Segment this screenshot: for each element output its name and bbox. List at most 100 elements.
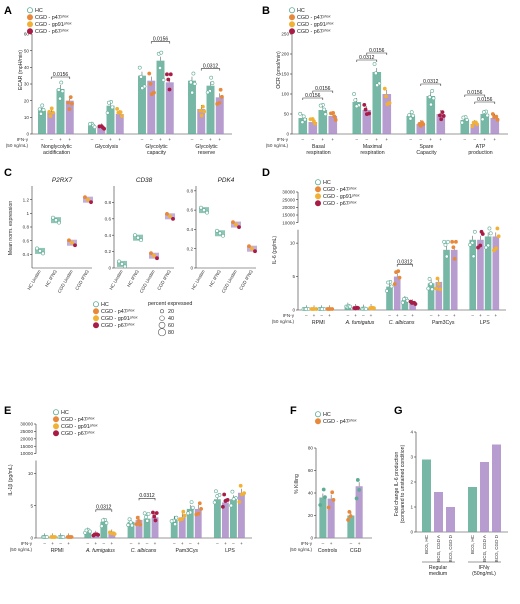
panel-A-dot <box>202 109 207 114</box>
panel-F-y-tick-label: 80 <box>308 446 314 451</box>
panel-B-dot <box>329 111 333 116</box>
panel-G-group-label-0: Regular <box>429 565 447 571</box>
panel-D-y-tick-label: 15000 <box>282 213 295 218</box>
panel-B-dot <box>352 92 356 96</box>
panel-D-dot <box>428 282 433 286</box>
panel-B-annot-5-bracket <box>464 94 486 97</box>
panel-E-stim-sign: – <box>189 541 192 546</box>
panel-A-group-label-0: Nonglycolytic <box>41 144 72 150</box>
panel-E-stim-sign: + <box>197 541 200 546</box>
panel-C-2-y-tick-label: 0.6 <box>187 208 194 213</box>
panel-B-annot-5-pvalue: 0.0156 <box>467 90 483 96</box>
panel-B-group-label-3: ATP <box>476 144 486 150</box>
panel-A-bar-0-2 <box>56 89 65 134</box>
panel-B-dot <box>364 112 369 117</box>
panel-A-dot <box>218 87 223 92</box>
panel-D-group-label-3: Pam3Cys <box>432 320 455 326</box>
panel-E-label: E <box>4 405 11 417</box>
panel-B-dot <box>384 94 388 99</box>
panel-A-annot-0-bracket <box>50 76 71 79</box>
panel-B-dot <box>318 103 323 108</box>
panel-C-1-dot <box>133 233 137 238</box>
panel-F-y-label: % Killing <box>294 474 300 494</box>
panel-A-stim-label: IFN-γ <box>17 137 29 142</box>
panel-A-dot <box>116 110 121 115</box>
panel-B-dot <box>375 83 379 88</box>
panel-E-dot <box>221 504 225 509</box>
panel-D-annot-0-bracket <box>396 264 413 267</box>
panel-E-stim-sign: + <box>224 541 227 546</box>
panel-D-bar-2-1 <box>393 276 401 310</box>
legend-label-p67: CGD - p67phox <box>323 200 357 207</box>
panel-C-size-legend-label: 60 <box>168 323 174 329</box>
panel-B-label: B <box>262 5 270 17</box>
panel-C-size-legend-marker <box>159 315 165 321</box>
panel-F-dot <box>321 487 326 492</box>
panel-A-group-label-3: Glycolytic <box>195 144 218 150</box>
panel-A-stim-sign: + <box>218 137 221 142</box>
panel-B-y-tick-label: 200 <box>281 52 289 57</box>
panel-C-0-dot <box>51 215 55 220</box>
panel-B-stim-sign: + <box>439 137 442 142</box>
panel-E-dot <box>137 519 141 524</box>
panel-G-bar-1-1 <box>480 462 489 532</box>
legend-label-hc: HC <box>323 180 331 186</box>
panel-C-1-dot <box>168 214 172 219</box>
panel-A-dot <box>140 86 145 90</box>
panel-E-dot <box>177 517 182 522</box>
panel-B-bar-3-3 <box>490 118 500 134</box>
legend-label-p67: CGD - p67phox <box>61 430 95 437</box>
panel-A-bar-1-0 <box>88 125 96 134</box>
panel-B-dot <box>460 120 465 125</box>
panel-D-bar-2-0 <box>386 286 393 310</box>
panel-B-dot <box>362 102 367 107</box>
panel-E-stim-sign: – <box>43 541 46 546</box>
panel-A-dot <box>51 110 55 115</box>
panel-E-dot <box>151 510 155 515</box>
panel-E-stim-label: IFN-γ <box>21 541 33 546</box>
panel-A-y-tick-label: 0 <box>26 132 29 137</box>
panel-E-dot <box>240 492 244 497</box>
panel-A-bar-1-1 <box>97 127 106 134</box>
panel-B-stim-sign: – <box>473 137 476 142</box>
panel-C-1-x-tick-label-0: HC Unstim <box>108 269 124 291</box>
panel-D-stim-sign: – <box>487 313 490 318</box>
panel-D-stim-sign: – <box>471 313 474 318</box>
panel-B-annot-6-pvalue: 0.0156 <box>477 97 493 103</box>
panel-C-1-dot <box>155 256 159 261</box>
panel-E-stim-sub: (50 ng/mL) <box>10 547 33 552</box>
panel-A-annot-1-pvalue: 0.0156 <box>153 36 169 42</box>
panel-B-y-tick-label: 100 <box>281 92 289 97</box>
panel-D-y-tick-label: 25000 <box>282 197 295 202</box>
panel-A-group-label-1: Glycolysis <box>95 144 119 150</box>
panel-E-dot <box>138 522 143 527</box>
panel-C-y-label: Mean norm. expression <box>8 201 14 255</box>
panel-D-bar-2-3 <box>409 303 416 310</box>
panel-D-dot <box>487 226 492 231</box>
panel-E-stim-sign: + <box>240 541 243 546</box>
panel-D-dot <box>452 256 457 261</box>
panel-B-dot <box>382 86 387 91</box>
panel-D-dot <box>451 245 456 250</box>
panel-B-group-label-1: Maximal <box>363 144 382 150</box>
panel-D-stim-sign: – <box>445 313 448 318</box>
panel-C-0-dot <box>89 200 93 205</box>
panel-B-stim-sign: – <box>311 137 314 142</box>
panel-G-y-tick-label: 0 <box>410 530 413 535</box>
panel-F-y-tick-label: 20 <box>308 513 314 518</box>
legend-label-gp91: CGD - gp91phox <box>101 315 138 322</box>
panel-E-stim-sign: + <box>138 541 141 546</box>
panel-B-bar-0-0 <box>298 118 308 134</box>
panel-C-title-0: P2RX7 <box>52 177 73 184</box>
panel-B-stim-sign: + <box>375 137 378 142</box>
panel-E-dot <box>238 483 243 488</box>
panel-A-dot <box>192 81 197 86</box>
panel-A-dot <box>115 106 120 111</box>
panel-F-dot <box>323 495 327 500</box>
panel-C-label: C <box>4 167 12 179</box>
panel-A-dot <box>201 104 205 109</box>
panel-E-dot <box>214 489 218 494</box>
panel-E-dot <box>61 535 66 539</box>
panel-B-stim-sign: – <box>355 137 358 142</box>
panel-B-dot <box>408 116 413 121</box>
